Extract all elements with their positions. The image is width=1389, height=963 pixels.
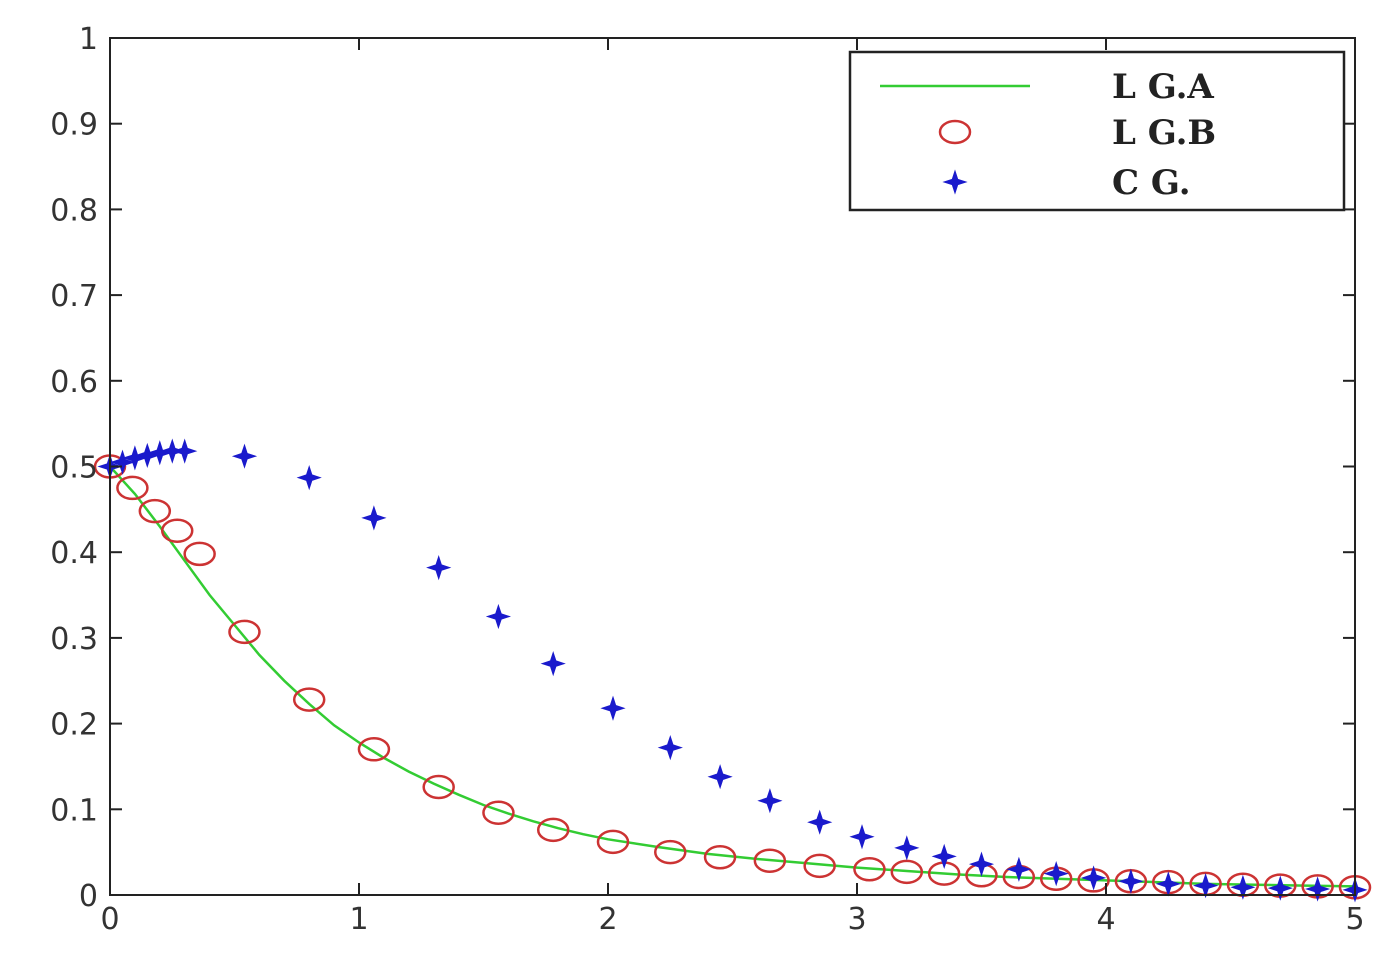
data-point-lgb	[703, 845, 737, 870]
x-tick-label: 3	[847, 902, 866, 937]
series-line-lga	[109, 465, 1356, 888]
data-point-lgb	[138, 498, 172, 524]
data-point-lgb	[536, 817, 570, 843]
data-point-lgb	[803, 853, 836, 879]
data-point-lgb	[160, 518, 194, 544]
data-point-cg	[540, 650, 566, 677]
y-tick-label: 0.5	[50, 451, 98, 486]
data-point-cg	[296, 464, 322, 491]
x-tick-label: 0	[100, 902, 119, 937]
data-point-cg	[1006, 856, 1032, 882]
y-tick-label: 0.4	[50, 536, 98, 571]
data-point-cg	[1192, 872, 1219, 899]
data-point-lgb	[357, 737, 391, 762]
data-point-cg	[849, 824, 875, 850]
y-tick-label: 0.2	[50, 708, 98, 743]
x-tick-label: 5	[1345, 902, 1364, 937]
legend-box	[848, 50, 1346, 212]
data-point-lgb	[422, 774, 455, 800]
legend-swatch-star	[942, 169, 968, 195]
data-point-lgb	[753, 848, 787, 873]
legend: L G.A L G.B C G.	[848, 50, 1346, 212]
data-point-lgb	[654, 839, 687, 865]
data-point-cg	[134, 442, 160, 468]
data-point-cg	[485, 603, 511, 630]
legend-label: C G.	[1112, 163, 1191, 203]
data-point-cg	[1230, 874, 1256, 900]
data-point-cg	[894, 835, 920, 861]
x-tick-label: 2	[598, 902, 617, 937]
data-point-cg	[426, 554, 452, 581]
data-point-lgb	[292, 687, 326, 712]
y-tick-label: 0.6	[50, 365, 98, 400]
data-point-cg	[231, 443, 258, 469]
legend-swatch-circle	[938, 119, 972, 145]
data-point-lgb	[853, 857, 886, 882]
plot-area	[93, 438, 1372, 903]
data-point-cg	[1304, 876, 1331, 902]
y-tick-label: 0.7	[50, 279, 98, 314]
data-point-cg	[707, 764, 733, 790]
x-tick-label: 1	[349, 902, 368, 937]
data-point-cg	[1043, 860, 1069, 887]
legend-label: L G.A	[1112, 67, 1214, 107]
data-point-lgb	[596, 829, 630, 855]
data-point-cg	[807, 809, 833, 835]
y-tick-label: 0	[79, 879, 98, 914]
axes: 0 1 2 3 4 5 0 0.1 0.2 0.3 0.4 0.5 0.6 0.7 0.8 0.9 1	[50, 22, 1364, 937]
y-tick-label: 0.1	[50, 793, 98, 828]
data-point-lgb	[183, 541, 216, 567]
data-point-cg	[172, 438, 198, 464]
data-point-cg	[657, 735, 683, 761]
data-point-cg	[1081, 865, 1107, 891]
data-point-lgb	[890, 859, 924, 885]
data-point-lgb	[228, 619, 261, 645]
y-tick-label: 0.9	[50, 108, 98, 143]
data-point-cg	[600, 695, 626, 721]
x-tick-label: 4	[1096, 902, 1115, 937]
data-point-cg	[1118, 868, 1144, 894]
legend-label: L G.B	[1112, 113, 1216, 153]
y-tick-label: 1	[79, 22, 98, 57]
data-point-lgb	[482, 800, 515, 825]
data-point-cg	[361, 505, 387, 531]
data-point-cg	[1267, 875, 1293, 901]
data-point-cg	[109, 449, 135, 475]
y-tick-label: 0.8	[50, 193, 98, 228]
data-point-lgb	[116, 475, 149, 501]
data-point-cg	[968, 851, 995, 877]
y-tick-label: 0.3	[50, 622, 98, 657]
data-point-cg	[757, 788, 783, 814]
data-point-cg	[931, 843, 957, 869]
